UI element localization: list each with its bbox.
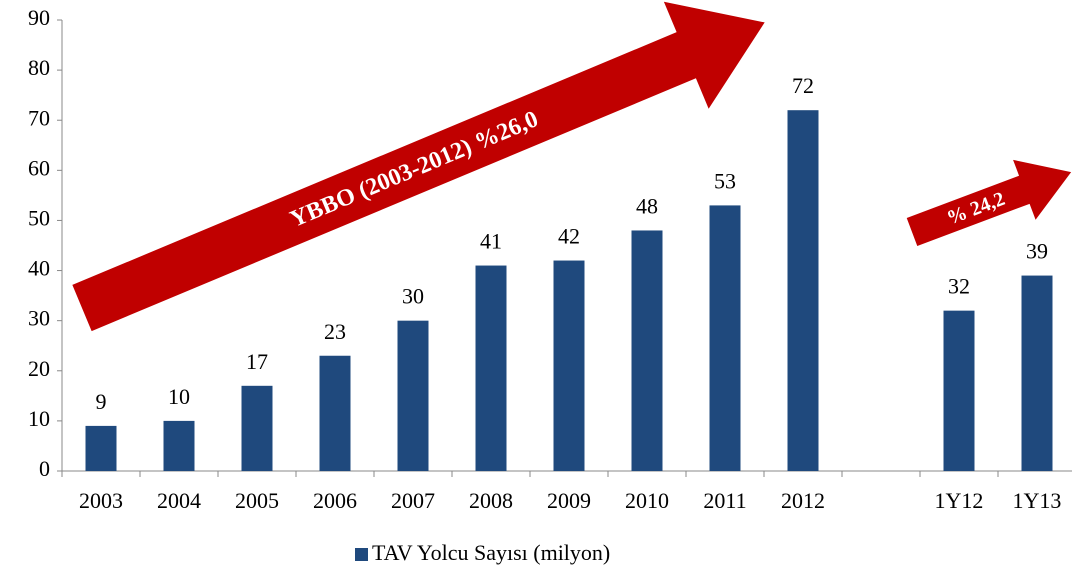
x-tick-label: 1Y13 bbox=[1013, 488, 1062, 513]
data-label: 42 bbox=[558, 224, 580, 249]
data-label: 72 bbox=[792, 73, 814, 98]
x-tick-label: 2010 bbox=[625, 488, 669, 513]
bar bbox=[787, 110, 819, 471]
legend-swatch bbox=[355, 548, 368, 561]
bar bbox=[1021, 275, 1053, 471]
data-label: 30 bbox=[402, 284, 424, 309]
bar bbox=[163, 420, 195, 471]
data-label: 39 bbox=[1026, 239, 1048, 264]
bar bbox=[709, 205, 741, 471]
bar bbox=[553, 260, 585, 471]
x-tick-label: 2011 bbox=[703, 488, 746, 513]
y-tick-label: 90 bbox=[28, 5, 50, 30]
x-tick-label: 2012 bbox=[781, 488, 825, 513]
data-label: 53 bbox=[714, 168, 736, 193]
y-tick-label: 10 bbox=[28, 406, 50, 431]
x-tick-label: 2004 bbox=[157, 488, 201, 513]
legend-label: TAV Yolcu Sayısı (milyon) bbox=[372, 540, 610, 565]
x-tick-label: 2005 bbox=[235, 488, 279, 513]
data-label: 23 bbox=[324, 319, 346, 344]
x-tick-label: 2003 bbox=[79, 488, 123, 513]
data-label: 10 bbox=[168, 384, 190, 409]
y-tick-label: 50 bbox=[28, 205, 50, 230]
x-tick-label: 2008 bbox=[469, 488, 513, 513]
x-tick-label: 2009 bbox=[547, 488, 591, 513]
y-tick-label: 80 bbox=[28, 55, 50, 80]
data-label: 41 bbox=[480, 229, 502, 254]
y-tick-label: 60 bbox=[28, 155, 50, 180]
data-label: 17 bbox=[246, 349, 268, 374]
bar bbox=[943, 310, 975, 471]
y-tick-label: 30 bbox=[28, 306, 50, 331]
bar bbox=[631, 230, 663, 471]
y-tick-label: 40 bbox=[28, 256, 50, 281]
y-tick-label: 70 bbox=[28, 105, 50, 130]
bar bbox=[85, 425, 117, 471]
bar bbox=[319, 355, 351, 471]
y-tick-label: 20 bbox=[28, 356, 50, 381]
bar bbox=[241, 385, 273, 471]
annotation: YBBO (2003-2012) %26,0 bbox=[287, 106, 542, 233]
x-tick-label: 2006 bbox=[313, 488, 357, 513]
data-label: 32 bbox=[948, 274, 970, 299]
bar bbox=[397, 320, 429, 471]
data-label: 9 bbox=[96, 389, 107, 414]
x-tick-label: 1Y12 bbox=[935, 488, 984, 513]
x-tick-label: 2007 bbox=[391, 488, 435, 513]
data-label: 48 bbox=[636, 194, 658, 219]
bar bbox=[475, 265, 507, 471]
y-tick-label: 0 bbox=[39, 456, 50, 481]
